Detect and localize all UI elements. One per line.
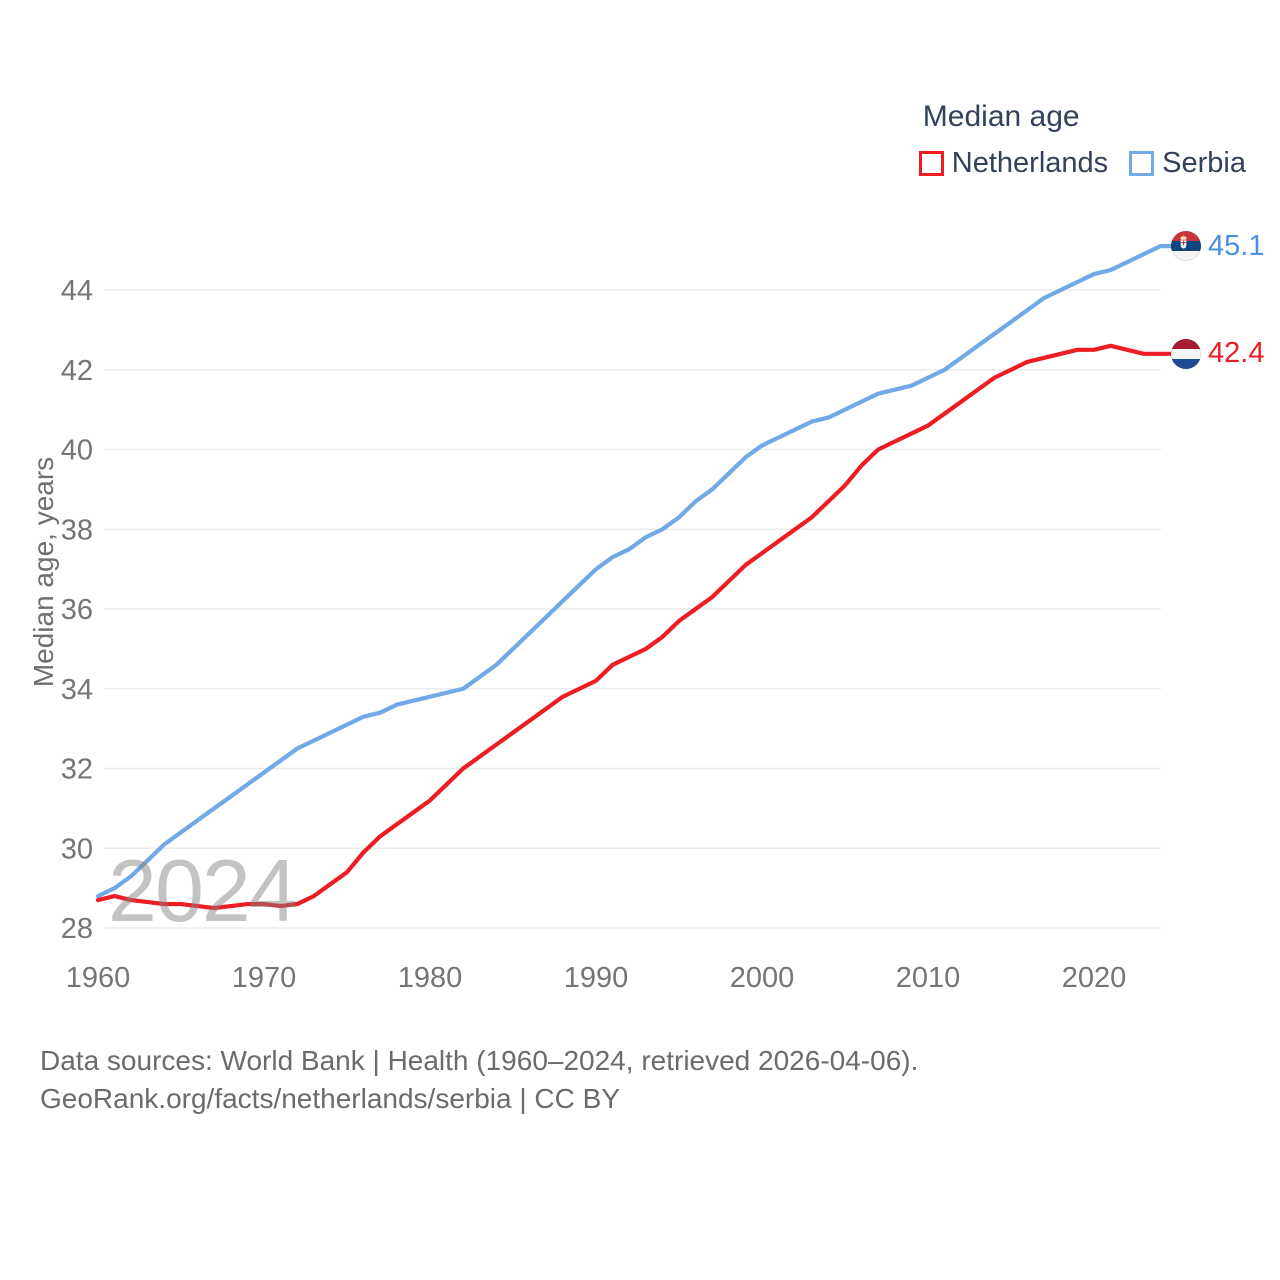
- legend-items: Netherlands Serbia: [918, 147, 1246, 180]
- serbia-end-value: 45.1: [1208, 229, 1265, 262]
- y-tick-label: 40: [61, 435, 93, 467]
- x-tick-label: 1960: [66, 962, 131, 994]
- footer: Data sources: World Bank | Health (1960–…: [40, 1042, 918, 1118]
- y-tick-label: 38: [61, 514, 93, 546]
- x-tick-label: 1980: [398, 962, 463, 994]
- netherlands-swatch-icon: [918, 151, 944, 176]
- x-tick-label: 2020: [1062, 962, 1127, 994]
- y-tick-label: 44: [61, 275, 93, 307]
- x-tick-label: 1970: [232, 962, 297, 994]
- serbia-line[interactable]: [95, 244, 1175, 899]
- legend-item-serbia[interactable]: Serbia: [1129, 147, 1246, 180]
- legend-title: Median age: [922, 100, 1080, 133]
- y-tick-label: 42: [61, 355, 93, 387]
- footer-sources: Data sources: World Bank | Health (1960–…: [40, 1045, 919, 1076]
- legend: Median age Netherlands Serbia: [918, 100, 1246, 180]
- serbia-end-label: 45.1: [1171, 229, 1265, 262]
- legend-item-netherlands-label: Netherlands: [951, 147, 1109, 179]
- netherlands-line[interactable]: [95, 343, 1175, 911]
- x-tick-label: 1990: [564, 962, 629, 994]
- y-tick-label: 32: [61, 754, 93, 786]
- y-tick-label: 36: [61, 594, 93, 626]
- y-tick-label: 34: [61, 674, 93, 706]
- netherlands-end-value: 42.4: [1208, 337, 1265, 370]
- serbia-flag-icon: [1171, 231, 1201, 262]
- legend-item-netherlands[interactable]: Netherlands: [918, 147, 1109, 180]
- netherlands-flag-icon: [1171, 338, 1201, 369]
- x-tick-label: 2010: [896, 962, 961, 994]
- x-tick-label: 2000: [730, 962, 795, 994]
- plot-area[interactable]: 28 30 32 34 36 38 40 42 44 1960 1970 1980 1990 2000 20…: [0, 0, 1280, 1040]
- netherlands-end-label: 42.4: [1171, 337, 1265, 370]
- y-tick-label: 28: [61, 913, 93, 945]
- serbia-swatch-icon: [1129, 151, 1155, 176]
- y-tick-label: 30: [61, 833, 93, 865]
- legend-item-serbia-label: Serbia: [1162, 147, 1246, 179]
- footer-attribution: GeoRank.org/facts/netherlands/serbia | C…: [40, 1083, 621, 1114]
